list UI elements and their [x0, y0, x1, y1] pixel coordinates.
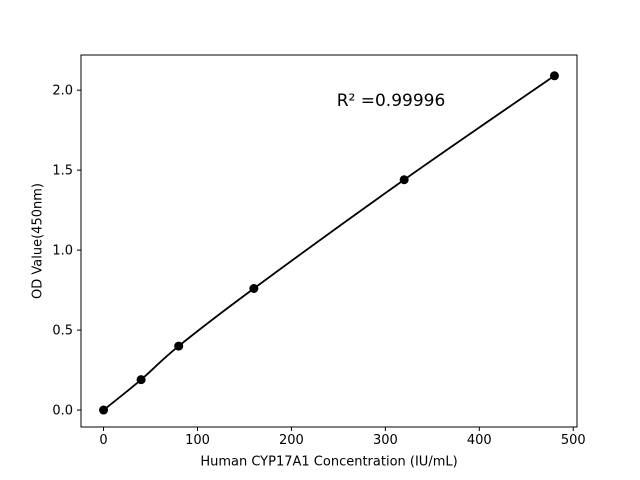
y-tick-label: 2.0 — [52, 84, 73, 99]
data-point — [136, 375, 146, 385]
x-axis-label: Human CYP17A1 Concentration (IU/mL) — [200, 454, 458, 470]
y-tick-label: 0.5 — [52, 324, 73, 339]
x-tick-label: 300 — [373, 433, 398, 448]
y-axis-label: OD Value(450nm) — [30, 183, 46, 299]
data-point — [174, 341, 184, 351]
data-point — [249, 283, 259, 293]
data-point — [399, 175, 409, 185]
y-tick-label: 1.0 — [52, 244, 73, 259]
fit-line — [102, 75, 555, 411]
data-point — [99, 405, 109, 415]
x-tick-label: 200 — [279, 433, 304, 448]
x-tick-label: 500 — [561, 433, 586, 448]
y-tick-label: 1.5 — [52, 164, 73, 179]
r-squared-annotation: R² =0.99996 — [336, 91, 446, 111]
x-tick-label: 400 — [467, 433, 492, 448]
plot-border — [80, 54, 578, 428]
x-tick-label: 100 — [185, 433, 210, 448]
data-point — [549, 71, 559, 81]
x-tick-label: 0 — [99, 433, 107, 448]
y-tick-label: 0.0 — [52, 404, 73, 419]
